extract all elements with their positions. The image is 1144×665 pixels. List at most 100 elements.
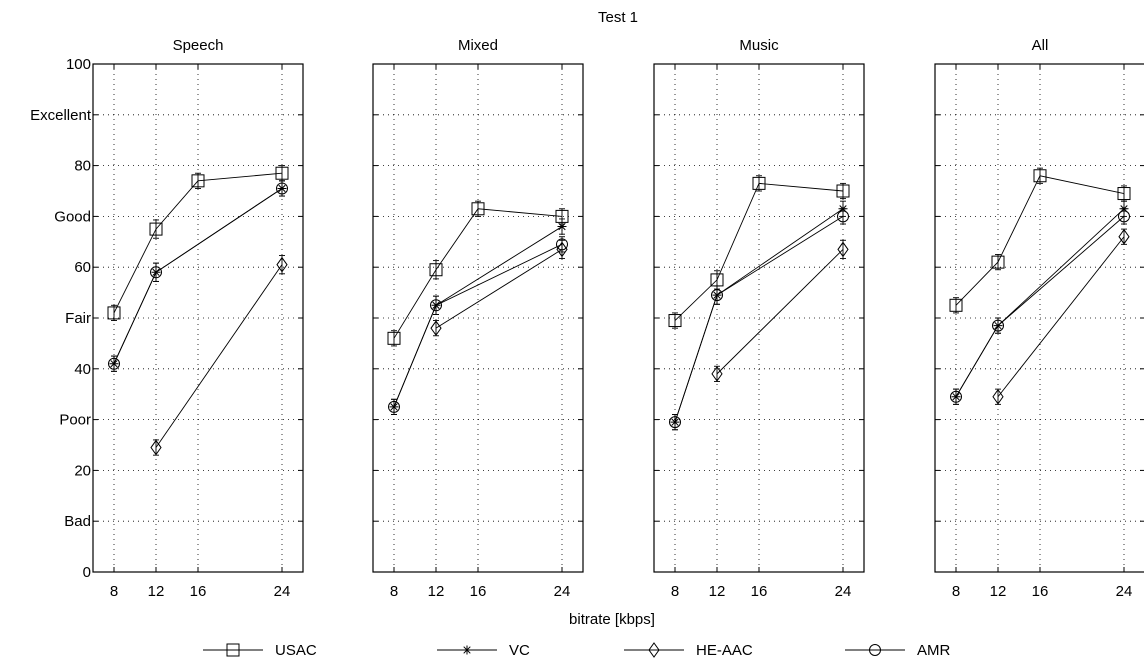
panel-speech: 0 Bad 20 Poor 40 Fair 60 Good 80 Excellent 100 8 12 1… [30, 37, 304, 600]
data-point-amr [837, 210, 849, 223]
legend-label: HE-AAC [696, 642, 753, 659]
panel-mixed: 8 12 16 24 Mixed [372, 37, 584, 600]
y-tick-label: 20 [74, 462, 91, 479]
y-tick-label: Bad [64, 513, 91, 530]
y-tick-label: Poor [59, 412, 91, 429]
panel-music: 8 12 16 24 Music [653, 37, 865, 600]
data-point-amr [1118, 210, 1130, 223]
legend-label: VC [509, 642, 530, 659]
y-tick-label: 40 [74, 361, 91, 378]
data-point-he-aac [556, 241, 568, 258]
x-tick-label: 8 [390, 583, 398, 600]
panels: 0 Bad 20 Poor 40 Fair 60 Good 80 Excellent 100 8 12 1… [30, 37, 1144, 600]
legend-item-usac: USAC [203, 642, 317, 659]
x-tick-label: 12 [428, 583, 445, 600]
data-point-amr [430, 299, 442, 312]
legend-label: USAC [275, 642, 317, 659]
x-tick-label: 24 [1116, 583, 1133, 600]
series-usac [107, 165, 289, 321]
x-tick-label: 16 [751, 583, 768, 600]
x-tick-label: 24 [274, 583, 291, 600]
series-he-aac [711, 239, 849, 382]
series-line-he-aac [155, 264, 283, 448]
x-tick-label: 24 [554, 583, 571, 600]
data-point-he-aac [837, 241, 849, 258]
x-tick-label: 12 [148, 583, 165, 600]
data-point-amr [950, 390, 962, 403]
panel-title: All [1032, 37, 1049, 54]
data-point-usac [275, 166, 289, 180]
series-line-vc [674, 208, 844, 423]
data-point-usac [668, 314, 682, 328]
data-point-amr [150, 266, 162, 279]
data-point-he-aac [276, 256, 288, 273]
data-point-amr [556, 238, 568, 251]
legend-marker-usac [226, 643, 240, 657]
series-line-usac [955, 175, 1125, 306]
legend-item-amr: AMR [845, 642, 951, 659]
series-vc [389, 218, 567, 415]
y-tick-label: Good [54, 208, 91, 225]
data-point-usac [836, 184, 850, 198]
series-usac [949, 167, 1131, 314]
x-tick-label: 16 [1032, 583, 1049, 600]
data-point-usac [471, 202, 485, 216]
y-tick-label: Excellent [30, 107, 92, 124]
data-point-usac [1033, 169, 1047, 183]
data-point-amr [711, 289, 723, 302]
legend-item-vc: VC [437, 642, 530, 659]
data-point-he-aac [150, 439, 162, 456]
series-vc [951, 200, 1129, 405]
data-point-usac [429, 263, 443, 277]
data-point-usac [1117, 187, 1131, 201]
data-point-usac [949, 298, 963, 312]
data-point-amr [388, 400, 400, 413]
data-point-usac [191, 174, 205, 188]
series-usac [668, 175, 850, 329]
y-tick-label: 100 [66, 56, 91, 73]
series-amr [108, 180, 288, 372]
x-tick-label: 8 [110, 583, 118, 600]
legend-marker-amr [869, 644, 881, 656]
legend-item-he-aac: HE-AAC [624, 642, 753, 659]
series-amr [950, 208, 1130, 405]
series-he-aac [150, 255, 288, 456]
x-axis-label: bitrate [kbps] [569, 611, 655, 628]
series-line-usac [674, 182, 844, 321]
data-point-usac [752, 176, 766, 190]
x-tick-label: 8 [952, 583, 960, 600]
y-tick-label: 80 [74, 158, 91, 175]
legend-label: AMR [917, 642, 951, 659]
data-point-usac [387, 331, 401, 345]
legend: USAC VC HE-AAC AMR [203, 642, 951, 659]
panel-title: Music [739, 37, 779, 54]
data-point-usac [107, 306, 121, 320]
legend-marker-he-aac [648, 642, 660, 658]
panel-all: 8 12 16 24 All [934, 37, 1144, 600]
series-vc [670, 200, 848, 431]
series-he-aac [430, 239, 568, 337]
data-point-amr [669, 416, 681, 429]
series-line-he-aac [716, 249, 844, 375]
data-point-he-aac [1118, 228, 1130, 245]
y-tick-label: Fair [65, 310, 91, 327]
data-point-amr [108, 357, 120, 370]
x-tick-label: 16 [470, 583, 487, 600]
x-tick-label: 24 [835, 583, 852, 600]
y-tick-label: 60 [74, 259, 91, 276]
series-he-aac [992, 228, 1130, 405]
data-point-usac [991, 255, 1005, 269]
data-point-he-aac [430, 320, 442, 337]
series-amr [669, 208, 849, 431]
data-point-he-aac [992, 388, 1004, 405]
series-amr [388, 236, 568, 415]
y-tick-label: 0 [83, 564, 91, 581]
data-point-he-aac [711, 366, 723, 382]
panel-title: Mixed [458, 37, 498, 54]
x-tick-label: 16 [190, 583, 207, 600]
series-line-he-aac [435, 249, 563, 329]
plot-frame [934, 63, 1144, 573]
data-point-vc [557, 222, 567, 232]
x-tick-label: 12 [709, 583, 726, 600]
